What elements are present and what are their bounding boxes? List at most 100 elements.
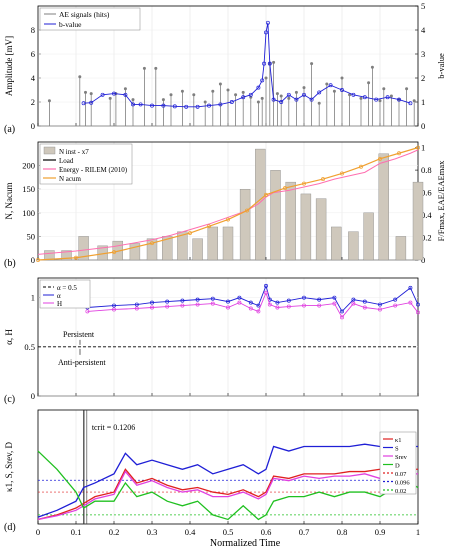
h-line-marker bbox=[85, 309, 90, 314]
b-value-line-marker bbox=[317, 90, 322, 95]
y-axis-label: Amplitude [mV] bbox=[4, 36, 14, 96]
hit-marker bbox=[317, 101, 321, 105]
b-value-line-marker bbox=[218, 102, 223, 107]
y2-tick-label: 4 bbox=[421, 25, 426, 35]
panel-d: 0 0.1 0.2 0.3 0.4 0.5 0.6 0.7 0.8 0.9 1 κ1, S, Srev… bbox=[4, 409, 420, 537]
h-line-marker bbox=[275, 305, 280, 310]
alpha-line-marker bbox=[226, 299, 230, 304]
b-value-line-marker bbox=[374, 97, 379, 102]
nacum-line-marker bbox=[264, 192, 268, 197]
b-value-line-marker bbox=[256, 85, 261, 90]
series-line-1 bbox=[37, 443, 418, 518]
legend-label: N acum bbox=[59, 175, 82, 183]
alpha-line-marker bbox=[416, 302, 420, 307]
bar bbox=[300, 193, 312, 261]
y2-tick-label: 0 bbox=[421, 121, 425, 131]
b-value-line-marker bbox=[195, 104, 200, 109]
y2-tick-label: 1 bbox=[421, 97, 425, 107]
b-value-line-marker bbox=[172, 104, 177, 109]
alpha-line-marker bbox=[362, 299, 367, 304]
legend-label: S bbox=[395, 446, 399, 453]
bar bbox=[378, 153, 389, 261]
hit-marker bbox=[234, 93, 238, 97]
x-tick-label: 0.4 bbox=[185, 527, 196, 537]
b-value-line-marker bbox=[328, 83, 333, 88]
y-tick-label: 6 bbox=[31, 49, 35, 59]
b-value-line-marker bbox=[260, 78, 265, 83]
nacum-line-marker bbox=[397, 151, 401, 156]
alpha-line-marker bbox=[256, 303, 261, 308]
h-line-marker bbox=[286, 304, 291, 309]
y-axis-label: κ1, S, Srev, D bbox=[4, 442, 14, 492]
h-line bbox=[87, 291, 419, 319]
panel-label: (d) bbox=[4, 522, 16, 533]
x-tick-label: 0.9 bbox=[375, 527, 386, 537]
x-tick-label: 0.8 bbox=[337, 527, 348, 537]
x-tick-label: 0.1 bbox=[71, 527, 82, 537]
alpha-line-marker bbox=[264, 283, 268, 288]
b-value-line-marker bbox=[309, 97, 314, 102]
legend-swatch bbox=[43, 146, 56, 155]
x-axis-label: Normalized Time bbox=[210, 538, 281, 549]
y-tick-label: 1 bbox=[31, 293, 35, 303]
h-line-marker bbox=[264, 290, 268, 295]
b-value-line-marker bbox=[131, 102, 135, 107]
legend-label: D bbox=[395, 463, 400, 470]
nacum-line-marker bbox=[150, 241, 154, 246]
legend-box bbox=[39, 143, 133, 185]
hit-marker bbox=[260, 96, 264, 100]
h-line-marker bbox=[340, 315, 344, 320]
hit-marker bbox=[370, 65, 374, 69]
b-value-line-marker bbox=[397, 97, 401, 102]
nacum-line-marker bbox=[321, 177, 325, 182]
y2-tick-label: 0.2 bbox=[421, 233, 432, 243]
y-tick-label: 0 bbox=[31, 391, 35, 401]
b-value-line-marker bbox=[262, 61, 267, 66]
h-line-marker bbox=[351, 301, 356, 306]
legend-box bbox=[39, 7, 141, 31]
legend-label-bvalue: b-value bbox=[59, 20, 82, 29]
hit-marker bbox=[47, 99, 51, 103]
h-line-marker bbox=[210, 301, 215, 306]
y-tick-label: 0 bbox=[31, 121, 35, 131]
h-line-marker bbox=[378, 307, 382, 312]
b-value-line-marker bbox=[184, 104, 189, 109]
legend-label: Energy - RILEM (2010) bbox=[59, 166, 128, 174]
hit-marker bbox=[382, 87, 386, 91]
h-line-marker bbox=[416, 310, 420, 315]
hit-marker bbox=[359, 96, 363, 100]
y-tick-label: 0.5 bbox=[24, 342, 35, 352]
panel-a: 0 2 4 6 8 0 1 2 3 4 5 Amplitude [mV] b-value (a) AE si… bbox=[4, 1, 446, 135]
hit-marker bbox=[325, 82, 329, 86]
h-line-marker bbox=[393, 303, 398, 308]
legend: α = 0.5αH bbox=[39, 279, 91, 309]
nacum-line-marker bbox=[416, 145, 420, 150]
legend-label: 0.096 bbox=[395, 480, 410, 487]
bar bbox=[44, 250, 55, 261]
b-value-line-marker bbox=[89, 100, 94, 105]
nacum-line-marker bbox=[359, 164, 363, 169]
hit-marker bbox=[256, 100, 260, 104]
y-tick-label: 4 bbox=[31, 73, 36, 83]
b-value-line-marker bbox=[302, 92, 306, 97]
bar bbox=[78, 236, 89, 261]
alpha-line-marker bbox=[302, 295, 306, 300]
b-value-line-marker bbox=[294, 97, 299, 102]
bar bbox=[222, 226, 234, 261]
x-tick-label: 0.3 bbox=[147, 527, 158, 537]
energy-line bbox=[37, 149, 419, 255]
nacum-line bbox=[37, 147, 419, 261]
h-line-marker bbox=[256, 309, 261, 314]
bar bbox=[255, 148, 266, 261]
legend-label: α = 0.5 bbox=[57, 284, 77, 292]
y-axis-label: α, H bbox=[4, 329, 14, 345]
hit-marker bbox=[211, 89, 215, 93]
nacum-line-marker bbox=[245, 208, 249, 213]
b-value-line-marker bbox=[267, 61, 272, 66]
y2-tick-label: 0.4 bbox=[421, 210, 432, 220]
hit-marker bbox=[279, 94, 283, 98]
alpha-line-marker bbox=[165, 299, 170, 304]
alpha-line-marker bbox=[393, 297, 398, 302]
legend-label: Load bbox=[59, 157, 74, 165]
